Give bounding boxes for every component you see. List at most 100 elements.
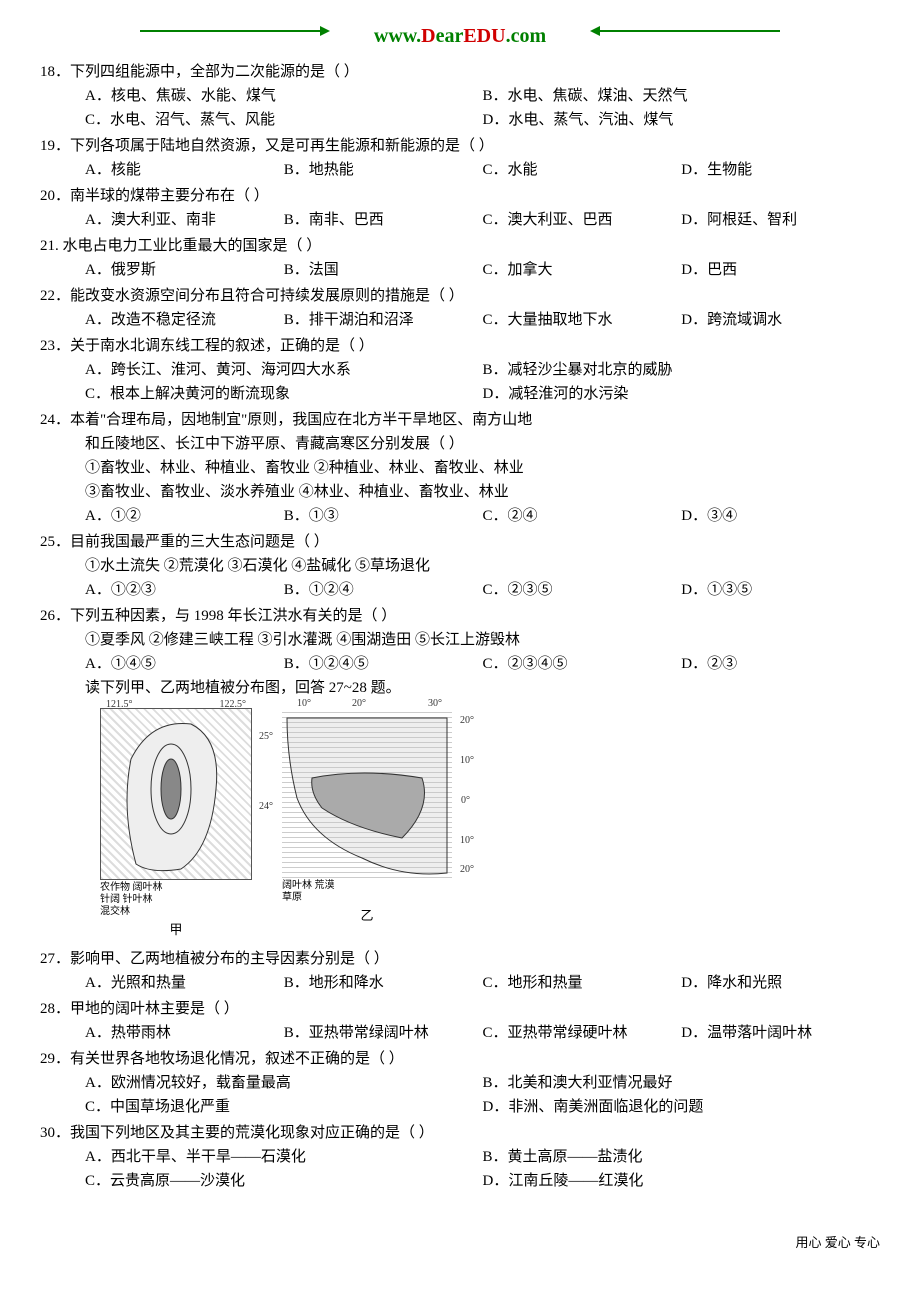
q27-opt-a: A．光照和热量 [85, 971, 284, 995]
q21-opt-a: A．俄罗斯 [85, 258, 284, 282]
q27-opt-c: C．地形和热量 [483, 971, 682, 995]
q26-opt-d: D．②③ [681, 652, 880, 676]
q24-opt-d: D．③④ [681, 504, 880, 528]
q26-opt-a: A．①④⑤ [85, 652, 284, 676]
question-30: 30．我国下列地区及其主要的荒漠化现象对应正确的是（ ） A．西北干旱、半干旱—… [40, 1121, 880, 1193]
q20-opt-d: D．阿根廷、智利 [681, 208, 880, 232]
q20-stem: 20．南半球的煤带主要分布在（ ） [40, 184, 880, 208]
q22-opt-b: B．排干湖泊和沼泽 [284, 308, 483, 332]
legend-yi: 阔叶林 荒漠 草原 [282, 880, 452, 904]
fig-label-yi: 乙 [282, 906, 452, 927]
site-logo: www.DearEDU.com [374, 25, 546, 47]
q29-opt-c: C．中国草场退化严重 [85, 1095, 483, 1119]
figure-group: 121.5° 122.5° 25° 24° 农作物 阔叶林 针阔 针叶林 混交林… [100, 708, 880, 941]
q28-opt-d: D．温带落叶阔叶林 [681, 1021, 880, 1045]
q30-stem: 30．我国下列地区及其主要的荒漠化现象对应正确的是（ ） [40, 1121, 880, 1145]
question-23: 23．关于南水北调东线工程的叙述，正确的是（ ） A．跨长江、淮河、黄河、海河四… [40, 334, 880, 406]
q29-opt-a: A．欧洲情况较好，载畜量最高 [85, 1071, 483, 1095]
q24-stem1: 24．本着"合理布局，因地制宜"原则，我国应在北方半干旱地区、南方山地 [40, 408, 880, 432]
q30-opt-a: A．西北干旱、半干旱——石漠化 [85, 1145, 483, 1169]
q24-sub2: ③畜牧业、畜牧业、淡水养殖业 ④林业、种植业、畜牧业、林业 [40, 480, 880, 504]
map-jia-svg [101, 709, 251, 879]
jia-lat1: 25° [259, 729, 273, 745]
q26-stem: 26．下列五种因素，与 1998 年长江洪水有关的是（ ） [40, 604, 880, 628]
question-20: 20．南半球的煤带主要分布在（ ） A．澳大利亚、南非 B．南非、巴西 C．澳大… [40, 184, 880, 232]
q30-opt-b: B．黄土高原——盐渍化 [483, 1145, 881, 1169]
q21-stem: 21. 水电占电力工业比重最大的国家是（ ） [40, 234, 880, 258]
q25-stem: 25．目前我国最严重的三大生态问题是（ ） [40, 530, 880, 554]
q23-opt-b: B．减轻沙尘暴对北京的威胁 [483, 358, 881, 382]
q19-opt-d: D．生物能 [681, 158, 880, 182]
page-header: www.DearEDU.com [40, 20, 880, 50]
question-22: 22．能改变水资源空间分布且符合可持续发展原则的措施是（ ） A．改造不稳定径流… [40, 284, 880, 332]
question-29: 29．有关世界各地牧场退化情况，叙述不正确的是（ ） A．欧洲情况较好，载畜量最… [40, 1047, 880, 1119]
yi-lat4: 10° [460, 833, 474, 849]
question-26: 26．下列五种因素，与 1998 年长江洪水有关的是（ ） ①夏季风 ②修建三峡… [40, 604, 880, 700]
q20-opt-a: A．澳大利亚、南非 [85, 208, 284, 232]
q27-opt-d: D．降水和光照 [681, 971, 880, 995]
q23-stem: 23．关于南水北调东线工程的叙述，正确的是（ ） [40, 334, 880, 358]
q21-opt-c: C．加拿大 [483, 258, 682, 282]
q29-stem: 29．有关世界各地牧场退化情况，叙述不正确的是（ ） [40, 1047, 880, 1071]
q25-opt-b: B．①②④ [284, 578, 483, 602]
q20-opt-c: C．澳大利亚、巴西 [483, 208, 682, 232]
legend-jia: 农作物 阔叶林 针阔 针叶林 混交林 [100, 882, 252, 918]
map-yi-svg [282, 708, 452, 878]
q24-opt-b: B．①③ [284, 504, 483, 528]
q30-opt-d: D．江南丘陵——红漠化 [483, 1169, 881, 1193]
q28-opt-a: A．热带雨林 [85, 1021, 284, 1045]
q24-opt-c: C．②④ [483, 504, 682, 528]
q22-opt-c: C．大量抽取地下水 [483, 308, 682, 332]
question-25: 25．目前我国最严重的三大生态问题是（ ） ①水土流失 ②荒漠化 ③石漠化 ④盐… [40, 530, 880, 602]
q18-opt-c: C．水电、沼气、蒸气、风能 [85, 108, 483, 132]
q28-opt-c: C．亚热带常绿硬叶林 [483, 1021, 682, 1045]
header-arrow-right [600, 30, 780, 32]
q26-opt-c: C．②③④⑤ [483, 652, 682, 676]
q29-opt-b: B．北美和澳大利亚情况最好 [483, 1071, 881, 1095]
q18-opt-a: A．核电、焦碳、水能、煤气 [85, 84, 483, 108]
q24-stem2: 和丘陵地区、长江中下游平原、青藏高寒区分别发展（ ） [40, 432, 880, 456]
q24-sub1: ①畜牧业、林业、种植业、畜牧业 ②种植业、林业、畜牧业、林业 [40, 456, 880, 480]
q22-opt-d: D．跨流域调水 [681, 308, 880, 332]
q26-sub1: ①夏季风 ②修建三峡工程 ③引水灌溉 ④围湖造田 ⑤长江上游毁林 [40, 628, 880, 652]
q19-opt-c: C．水能 [483, 158, 682, 182]
q23-opt-d: D．减轻淮河的水污染 [483, 382, 881, 406]
q19-opt-a: A．核能 [85, 158, 284, 182]
q19-stem: 19．下列各项属于陆地自然资源，又是可再生能源和新能源的是（ ） [40, 134, 880, 158]
q27-opt-b: B．地形和降水 [284, 971, 483, 995]
q18-opt-d: D．水电、蒸气、汽油、煤气 [483, 108, 881, 132]
q20-opt-b: B．南非、巴西 [284, 208, 483, 232]
q18-stem: 18．下列四组能源中，全部为二次能源的是（ ） [40, 60, 880, 84]
figure-yi: 10° 20° 30° 20° 10° 0° 10° 20° 阔叶林 荒漠 草原… [282, 708, 452, 941]
map-yi: 10° 20° 30° 20° 10° 0° 10° 20° [282, 708, 452, 878]
q30-opt-c: C．云贵高原——沙漠化 [85, 1169, 483, 1193]
question-28: 28．甲地的阔叶林主要是（ ） A．热带雨林 B．亚热带常绿阔叶林 C．亚热带常… [40, 997, 880, 1045]
q23-opt-c: C．根本上解决黄河的断流现象 [85, 382, 483, 406]
q28-opt-b: B．亚热带常绿阔叶林 [284, 1021, 483, 1045]
q19-opt-b: B．地热能 [284, 158, 483, 182]
q25-opt-c: C．②③⑤ [483, 578, 682, 602]
yi-lat5: 20° [460, 862, 474, 878]
q29-opt-d: D．非洲、南美洲面临退化的问题 [483, 1095, 881, 1119]
question-24: 24．本着"合理布局，因地制宜"原则，我国应在北方半干旱地区、南方山地 和丘陵地… [40, 408, 880, 528]
page-footer: 用心 爱心 专心 [40, 1233, 880, 1254]
q22-opt-a: A．改造不稳定径流 [85, 308, 284, 332]
question-18: 18．下列四组能源中，全部为二次能源的是（ ） A．核电、焦碳、水能、煤气 B．… [40, 60, 880, 132]
yi-lat1: 20° [460, 713, 474, 729]
q28-stem: 28．甲地的阔叶林主要是（ ） [40, 997, 880, 1021]
q27-stem: 27．影响甲、乙两地植被分布的主导因素分别是（ ） [40, 947, 880, 971]
header-arrow-left [140, 30, 320, 32]
legend-yi-1: 阔叶林 荒漠 [282, 880, 452, 892]
q23-opt-a: A．跨长江、淮河、黄河、海河四大水系 [85, 358, 483, 382]
question-27: 27．影响甲、乙两地植被分布的主导因素分别是（ ） A．光照和热量 B．地形和降… [40, 947, 880, 995]
legend-jia-2: 针阔 针叶林 [100, 894, 252, 906]
legend-yi-2: 草原 [282, 892, 452, 904]
q21-opt-b: B．法国 [284, 258, 483, 282]
question-19: 19．下列各项属于陆地自然资源，又是可再生能源和新能源的是（ ） A．核能 B．… [40, 134, 880, 182]
question-21: 21. 水电占电力工业比重最大的国家是（ ） A．俄罗斯 B．法国 C．加拿大 … [40, 234, 880, 282]
map-jia: 121.5° 122.5° 25° 24° [100, 708, 252, 880]
q25-opt-a: A．①②③ [85, 578, 284, 602]
q24-opt-a: A．①② [85, 504, 284, 528]
q25-sub1: ①水土流失 ②荒漠化 ③石漠化 ④盐碱化 ⑤草场退化 [40, 554, 880, 578]
yi-lat2: 10° [460, 753, 474, 769]
